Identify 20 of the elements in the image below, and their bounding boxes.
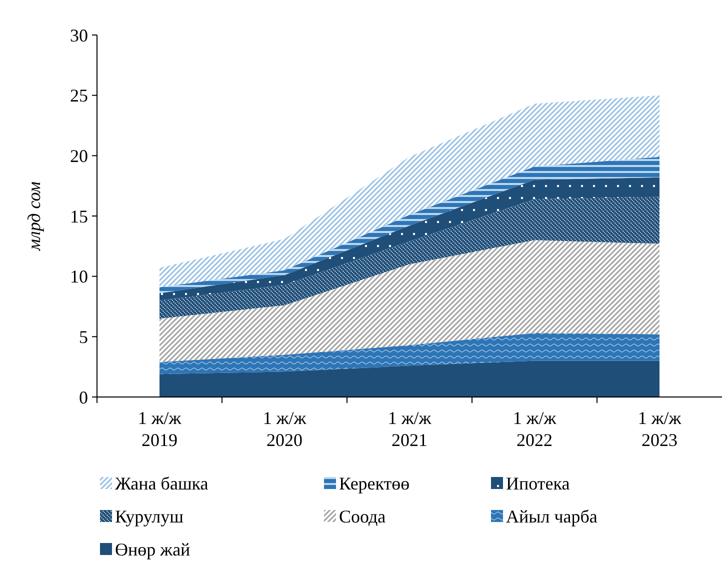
x-tick-label: 1 ж/ж 2023 (638, 408, 682, 450)
y-tick-label: 5 (79, 326, 88, 347)
y-tick-label: 15 (70, 206, 88, 226)
legend-label: Жана башка (115, 473, 208, 494)
legend-label: Курулуш (115, 506, 184, 526)
x-tick-label: 1 ж/ж 2022 (512, 408, 557, 450)
x-tick-label: 1 ж/ж 2019 (138, 408, 182, 450)
x-tick-label: 1 ж/ж 2020 (262, 408, 307, 450)
legend-label: Өнөр жай (115, 539, 191, 560)
y-tick-label: 10 (70, 266, 88, 287)
x-tick-label: 1 ж/ж 2021 (388, 408, 432, 450)
y-axis-title: млрд сом (24, 180, 44, 252)
y-tick-label: 25 (70, 86, 88, 106)
y-tick-label: 0 (79, 387, 88, 408)
legend-label: Соода (339, 506, 386, 526)
legend-label: Ипотека (506, 473, 570, 494)
legend-label: Керектөө (339, 473, 410, 494)
legend-label: Айыл чарба (506, 506, 598, 526)
y-tick-label: 20 (70, 146, 88, 166)
y-tick-label: 30 (70, 25, 88, 46)
